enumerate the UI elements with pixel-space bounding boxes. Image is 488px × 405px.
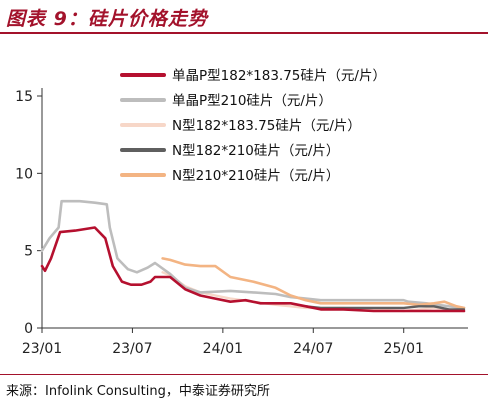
- legend-label: 单晶P型210硅片（元/片）: [172, 93, 332, 109]
- legend-label: N型210*210硅片（元/片）: [172, 168, 339, 184]
- series-line: [40, 199, 466, 310]
- y-tick-label: 15: [15, 89, 33, 105]
- source-note: 来源：Infolink Consulting，中泰证券研究所: [6, 384, 270, 399]
- legend-label: N型182*183.75硅片（元/片）: [172, 118, 361, 134]
- title-rule: [0, 32, 488, 34]
- x-tick-label: 23/07: [112, 341, 152, 357]
- x-tick-label: 25/01: [384, 341, 424, 357]
- source-rule: [0, 374, 488, 375]
- price-chart: 0 5 10 15 23/01 23/07 24/01 24/07 25/01 单晶P型182*1…: [15, 68, 468, 357]
- y-tick-label: 5: [24, 244, 33, 260]
- figure-title: 图表 9：硅片价格走势: [6, 8, 208, 30]
- legend-label: 单晶P型182*183.75硅片（元/片）: [172, 68, 386, 84]
- series-line: [161, 257, 466, 310]
- legend-label: N型182*210硅片（元/片）: [172, 143, 339, 159]
- x-tick-label: 23/01: [22, 341, 62, 357]
- x-tick-label: 24/07: [293, 341, 333, 357]
- series-line: [304, 305, 466, 311]
- series-line: [40, 226, 466, 313]
- x-tick-label: 24/01: [203, 341, 243, 357]
- y-tick-label: 0: [24, 321, 33, 337]
- y-tick-label: 10: [15, 166, 33, 182]
